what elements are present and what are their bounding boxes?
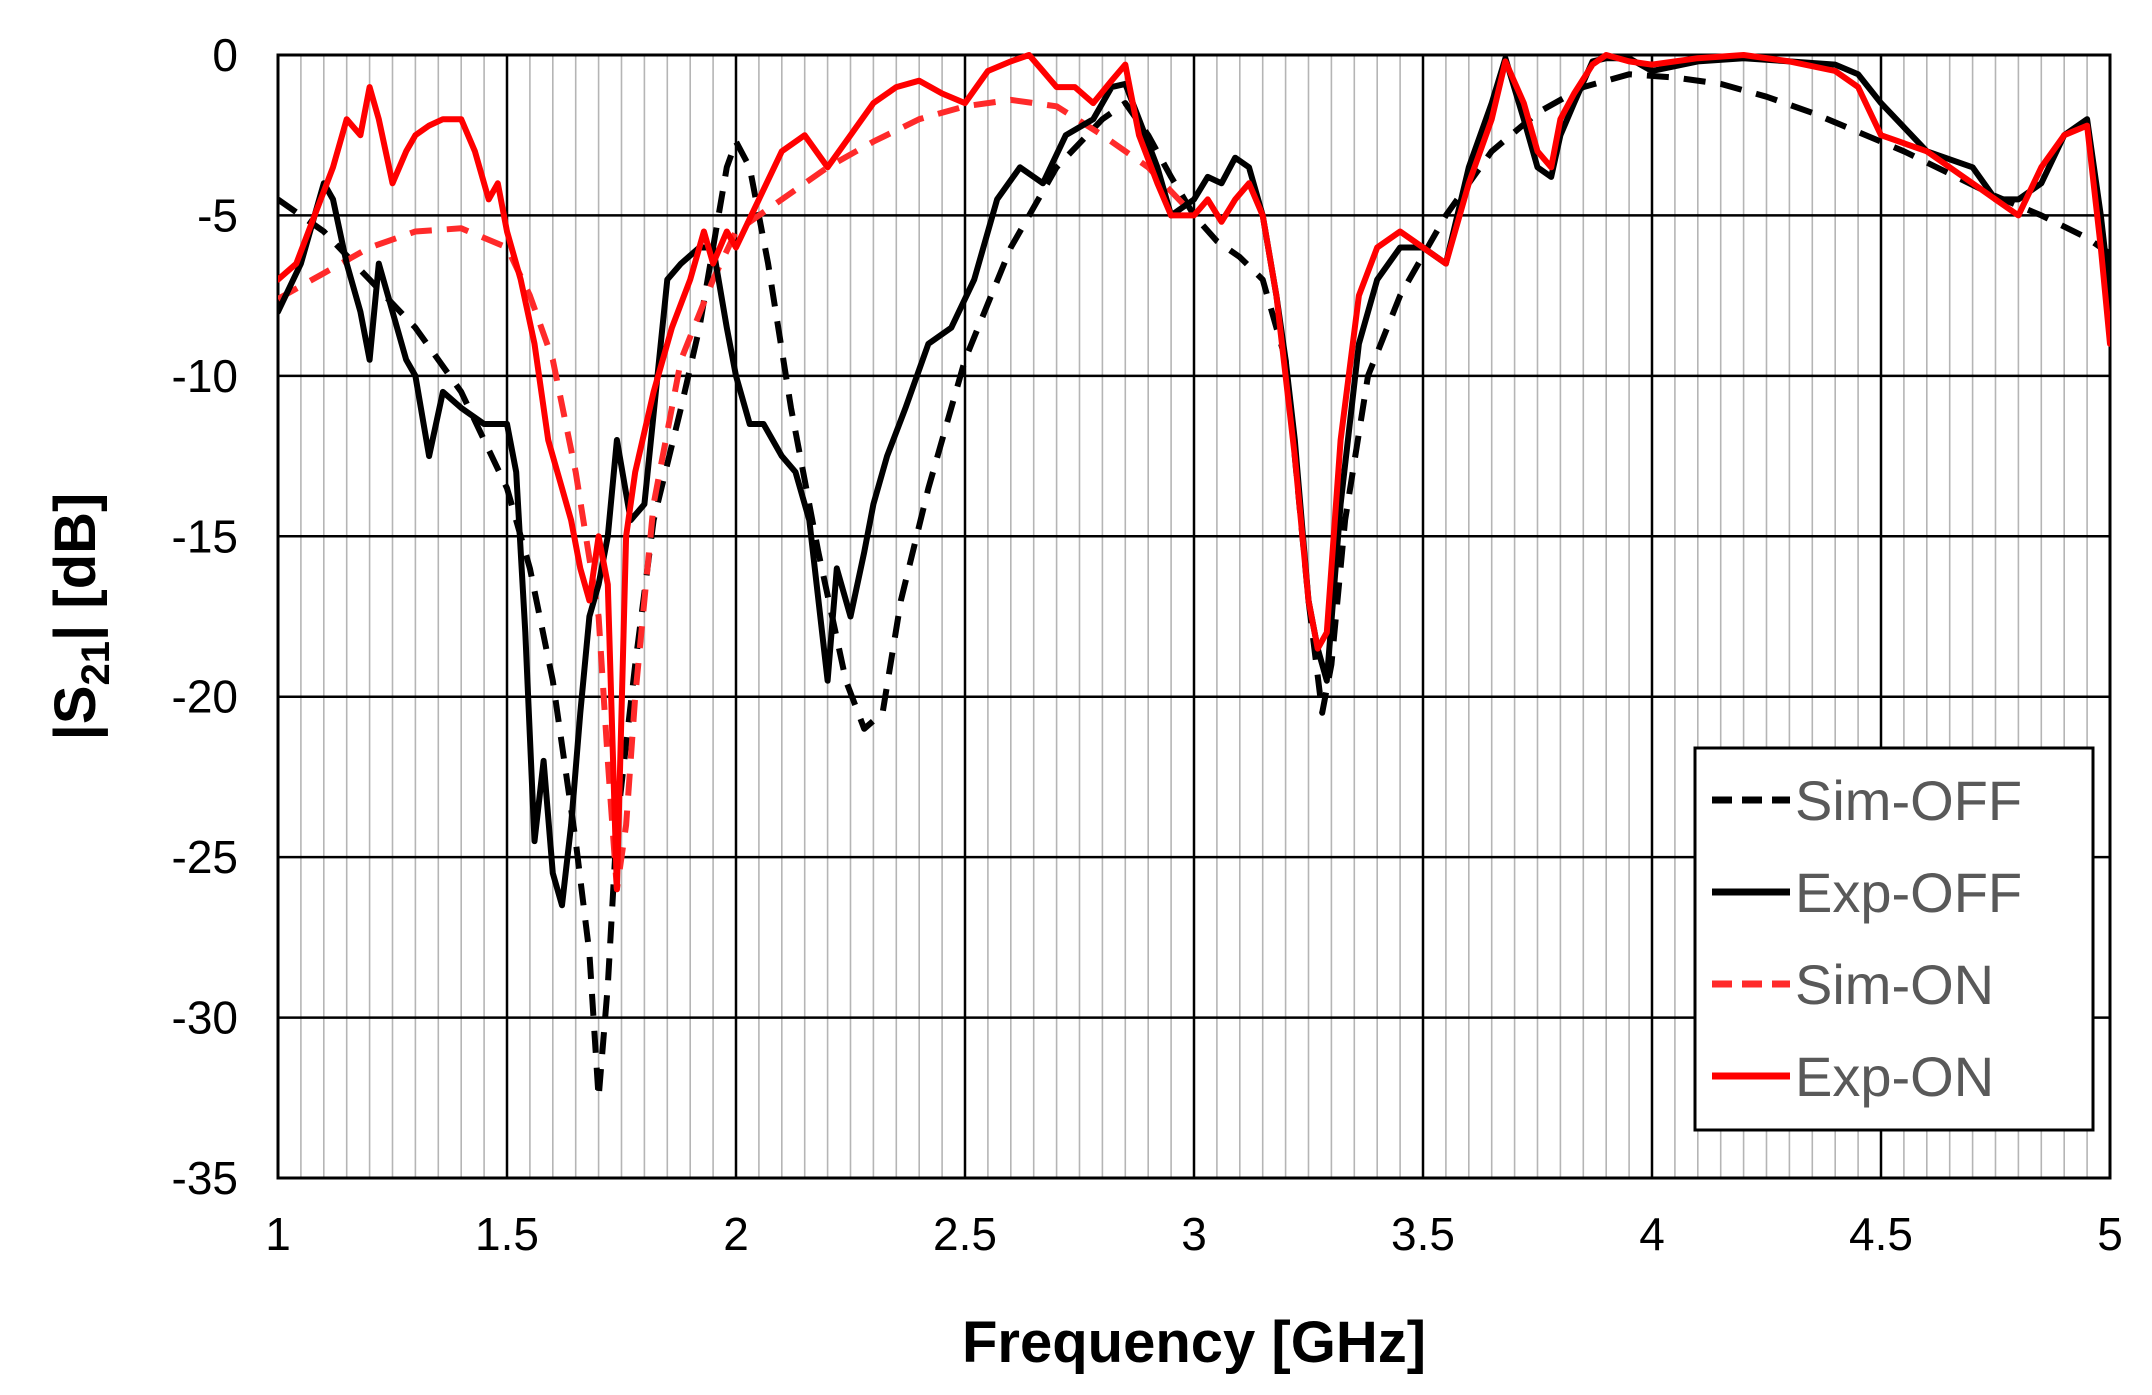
x-tick-label: 3.5 (1391, 1208, 1455, 1260)
series-line-sim-off (278, 71, 2110, 1101)
x-axis-title: Frequency [GHz] (962, 1310, 1426, 1375)
y-tick-label: -20 (172, 671, 238, 723)
y-axis-tick-labels: 0 -5 -10 -15 -20 -25 -30 -35 (172, 29, 238, 1204)
x-tick-label: 4.5 (1849, 1208, 1913, 1260)
x-tick-label: 2.5 (933, 1208, 997, 1260)
y-axis-title-tail: | [dB] (43, 493, 108, 641)
y-tick-label: -5 (197, 189, 238, 241)
y-tick-label: -35 (172, 1152, 238, 1204)
x-axis-tick-labels: 1 1.5 2 2.5 3 3.5 4 4.5 5 (265, 1208, 2123, 1260)
y-tick-label: -10 (172, 350, 238, 402)
legend-box (1693, 746, 2095, 1132)
y-tick-label: -30 (172, 992, 238, 1044)
x-tick-label: 2 (723, 1208, 749, 1260)
legend-label: Exp-OFF (1795, 861, 2022, 924)
y-tick-label: -15 (172, 510, 238, 562)
series-layer (278, 52, 2110, 1101)
x-tick-label: 4 (1639, 1208, 1665, 1260)
minor-gridlines (300, 55, 2088, 1178)
y-axis-title-subscript: 21 (74, 641, 118, 686)
series-line-exp-on (278, 52, 2110, 893)
y-axis-title: |S21| [dB] (43, 493, 118, 741)
legend-label: Sim-ON (1795, 953, 1994, 1016)
y-axis-title-main: |S (43, 685, 108, 740)
x-tick-label: 5 (2097, 1208, 2123, 1260)
x-tick-label: 1.5 (475, 1208, 539, 1260)
legend-label: Sim-OFF (1795, 769, 2022, 832)
legend: Sim-OFF Exp-OFF Sim-ON Exp-ON (1693, 746, 2095, 1132)
y-tick-label: -25 (172, 831, 238, 883)
x-tick-label: 1 (265, 1208, 291, 1260)
x-tick-label: 3 (1181, 1208, 1207, 1260)
plot-area-frame (276, 53, 2112, 1180)
major-gridlines (278, 55, 2110, 1178)
series-line-sim-on (278, 96, 1197, 893)
legend-label: Exp-ON (1795, 1045, 1994, 1108)
y-tick-label: 0 (212, 29, 238, 81)
